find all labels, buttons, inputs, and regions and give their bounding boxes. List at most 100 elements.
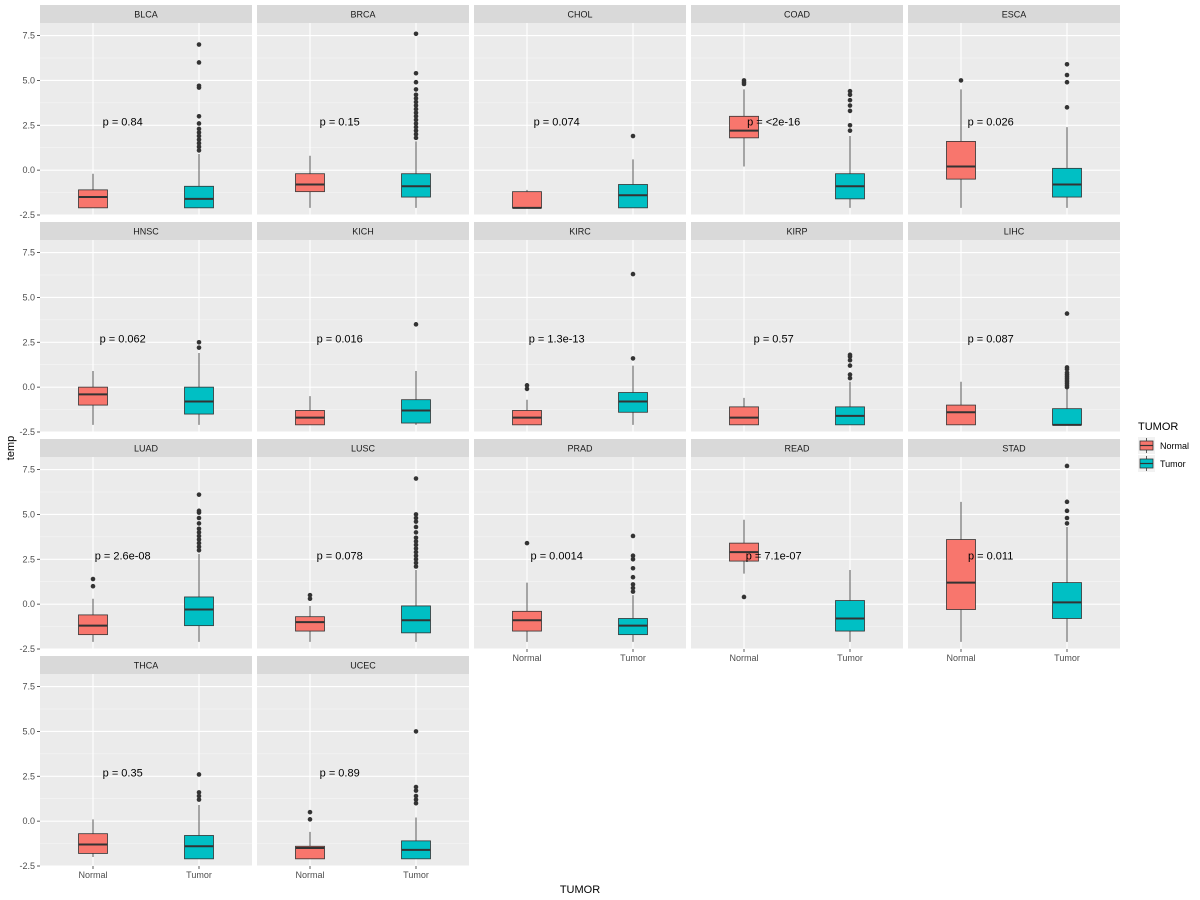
outlier-point (524, 540, 530, 546)
box-iqr (729, 406, 759, 426)
outlier-point (847, 128, 853, 133)
y-tick-label: 7.5 (22, 31, 35, 41)
box-iqr (946, 141, 976, 180)
outlier-point (413, 535, 419, 541)
facet-strip-label: CHOL (567, 10, 592, 20)
box-normal (78, 819, 108, 858)
box-iqr (946, 539, 976, 610)
y-tick-label: 7.5 (22, 682, 35, 692)
outlier-point (1064, 365, 1070, 370)
x-tick-label-normal: Normal (78, 870, 107, 880)
outlier-point (630, 356, 636, 361)
outlier-point (413, 542, 419, 548)
facet-strip-label: KICH (352, 227, 374, 237)
outlier-point (413, 121, 419, 126)
outlier-point (847, 375, 853, 381)
box-tumor (184, 772, 214, 860)
x-tick-label-normal: Normal (295, 870, 324, 880)
x-tick-label-normal: Normal (946, 653, 975, 663)
legend-entry-tumor: Tumor (1138, 455, 1186, 472)
box-tumor (1052, 311, 1082, 426)
facet-strip-label: BRCA (350, 10, 375, 20)
facet-strip-label: LIHC (1004, 227, 1025, 237)
outlier-point (196, 530, 202, 535)
box-tumor (618, 271, 648, 425)
outlier-point (413, 128, 419, 133)
outlier-point (413, 131, 419, 137)
facet-strip-label: UCEC (350, 661, 376, 671)
y-tick-label: 2.5 (22, 120, 35, 130)
box-tumor (618, 533, 648, 642)
outlier-point (847, 122, 853, 128)
facet-strip (691, 439, 903, 457)
outlier-point (196, 345, 202, 350)
outlier-point (307, 596, 313, 602)
outlier-point (413, 31, 419, 37)
outlier-point (630, 565, 636, 571)
box-iqr (1052, 408, 1082, 426)
box-iqr (78, 189, 108, 209)
p-value-label: p = 0.57 (754, 334, 794, 346)
box-tumor (401, 476, 431, 642)
box-iqr (729, 115, 759, 139)
p-value-label: p = 0.016 (317, 334, 363, 346)
panel-background (908, 240, 1120, 432)
box-tumor (401, 31, 431, 208)
y-tick-label: 5.0 (22, 509, 35, 519)
box-normal (295, 396, 325, 426)
panel-background (40, 674, 252, 866)
outlier-point (1064, 463, 1070, 469)
outlier-point (196, 533, 202, 539)
facet-panel-read: READ Normal Tumor p = 7.1e-07 (691, 439, 903, 663)
outlier-point (196, 133, 202, 139)
outlier-point (196, 137, 202, 142)
outlier-point (196, 114, 202, 119)
box-iqr (184, 185, 214, 209)
facet-strip-label: BLCA (134, 10, 158, 20)
panel-background (474, 23, 686, 215)
box-iqr (835, 600, 865, 632)
y-tick-label: 2.5 (22, 771, 35, 781)
outlier-point (847, 92, 853, 98)
p-value-label: p = 0.35 (103, 768, 143, 780)
outlier-point (413, 553, 419, 558)
facet-strip (40, 656, 252, 674)
box-tumor (835, 570, 865, 642)
facet-strip-label: LUSC (351, 444, 376, 454)
facet-strip (257, 222, 469, 240)
outlier-point (1064, 311, 1070, 316)
facet-panel-kirp: KIRP p = 0.57 (691, 222, 903, 433)
outlier-point (196, 83, 202, 89)
outlier-point (196, 772, 202, 777)
outlier-point (413, 546, 419, 551)
facet-strip-label: PRAD (567, 444, 593, 454)
facet-panel-kirc: KIRC p = 1.3e-13 (474, 222, 686, 433)
outlier-point (196, 121, 202, 126)
box-tumor (1052, 61, 1082, 208)
x-tick-label-tumor: Tumor (1054, 653, 1080, 663)
box-iqr (1052, 167, 1082, 198)
box-tumor (184, 492, 214, 642)
panel-background (691, 23, 903, 215)
facet-strip-label: COAD (784, 10, 811, 20)
outlier-point (847, 363, 853, 368)
outlier-point (1064, 370, 1070, 376)
outlier-point (413, 135, 419, 141)
outlier-point (1064, 508, 1070, 514)
y-tick-label: 0.0 (22, 816, 35, 826)
outlier-point (196, 793, 202, 799)
facet-strip-label: HNSC (133, 227, 159, 237)
box-tumor (401, 322, 431, 425)
box-tumor (835, 352, 865, 426)
y-tick-label: -2.5 (19, 210, 35, 220)
panel-background (474, 457, 686, 649)
box-normal (729, 397, 759, 426)
box-tumor (184, 339, 214, 425)
box-normal (295, 809, 325, 860)
p-value-label: p = 7.1e-07 (746, 551, 802, 563)
y-tick-label: -2.5 (19, 861, 35, 871)
outlier-point (413, 729, 419, 734)
outlier-point (90, 576, 96, 582)
outlier-point (196, 540, 202, 546)
outlier-point (196, 140, 202, 146)
